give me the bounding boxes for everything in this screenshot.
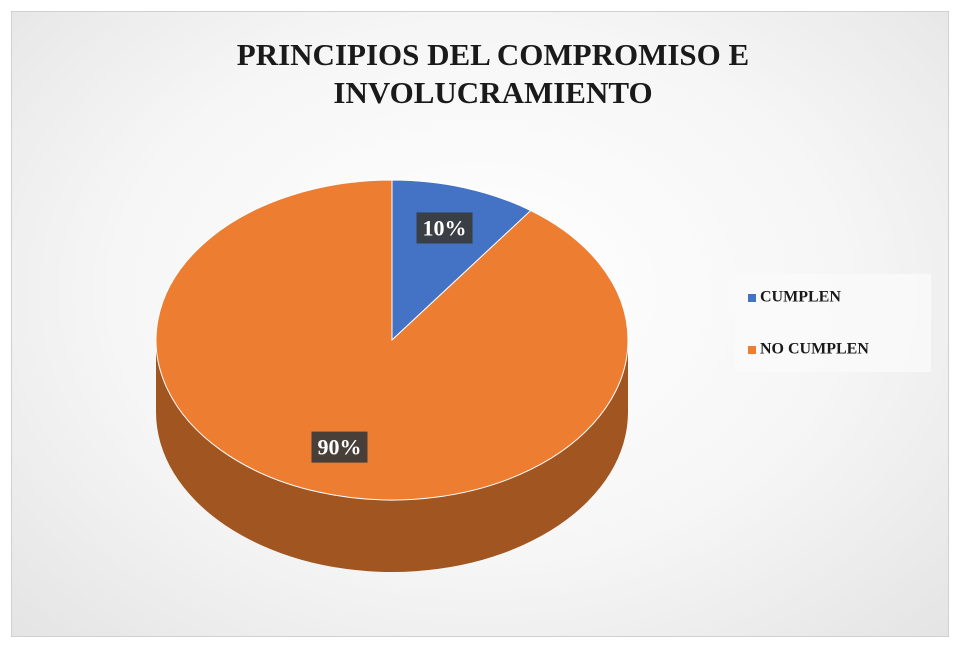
legend-marker <box>748 346 756 354</box>
chart-title: PRINCIPIOS DEL COMPROMISO E INVOLUCRAMIE… <box>236 37 750 110</box>
data-label-box <box>311 431 368 463</box>
data-label: 10% <box>423 215 467 240</box>
data-label-box <box>416 212 473 244</box>
legend-label: CUMPLEN <box>760 289 841 306</box>
slice-side <box>156 340 628 572</box>
legend-marker <box>748 294 756 302</box>
legend-box <box>735 274 931 372</box>
legend-label: NO CUMPLEN <box>760 341 869 358</box>
slice <box>155 179 629 501</box>
data-label: 90% <box>317 435 361 460</box>
